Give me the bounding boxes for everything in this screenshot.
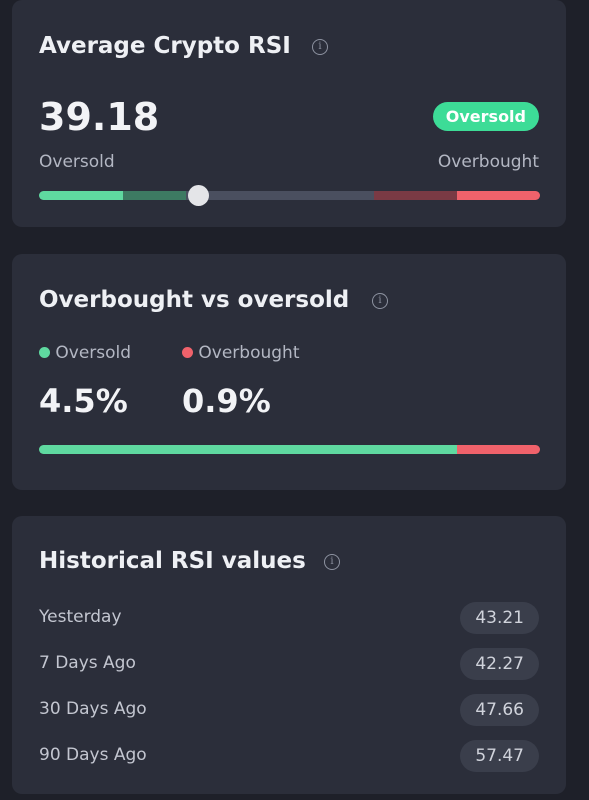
- info-icon[interactable]: i: [324, 554, 340, 570]
- info-icon[interactable]: i: [372, 293, 388, 309]
- legend-item: Overbought: [182, 343, 300, 363]
- row-label: 7 Days Ago: [39, 653, 136, 673]
- scale-label: Overbought: [437, 152, 539, 172]
- row-label: Yesterday: [39, 607, 122, 627]
- ratio-value: 0.9%: [182, 382, 271, 420]
- ratio-value: 4.5%: [39, 382, 128, 420]
- legend-label: Overbought: [198, 343, 300, 363]
- ratio-bar: [39, 445, 540, 454]
- rsi-gauge: [39, 191, 540, 200]
- legend-item: Oversold: [39, 343, 131, 363]
- history-card: Historical RSI values i Yesterday 43.21 7 …: [12, 516, 566, 794]
- ratio-card: Overbought vs oversold i Oversold Overbo…: [12, 254, 566, 490]
- status-badge: Oversold: [432, 102, 539, 131]
- info-icon[interactable]: i: [312, 39, 328, 55]
- row-label: 90 Days Ago: [39, 745, 147, 765]
- rsi-card: Average Crypto RSI i 39.18 Oversold Over…: [12, 0, 566, 227]
- gauge-knob: [188, 185, 209, 206]
- row-value: 47.66: [460, 694, 539, 726]
- rsi-value: 39.18: [39, 95, 160, 139]
- scale-label: Oversold: [39, 152, 115, 172]
- row-value: 42.27: [460, 648, 539, 680]
- card-title: Overbought vs oversold: [39, 287, 350, 313]
- row-value: 43.21: [460, 602, 539, 634]
- card-title: Historical RSI values: [39, 548, 306, 574]
- legend-label: Oversold: [55, 343, 132, 363]
- row-label: 30 Days Ago: [39, 699, 147, 719]
- row-value: 57.47: [460, 740, 539, 772]
- card-title: Average Crypto RSI: [39, 33, 291, 59]
